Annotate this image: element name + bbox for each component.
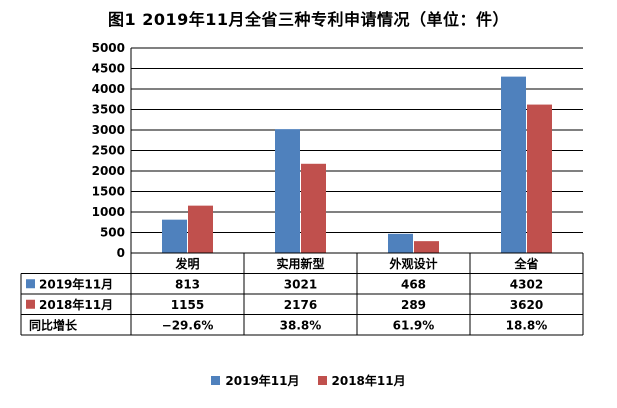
- table-cell-1-0: 1155: [171, 298, 204, 312]
- table-row-marker-1: [26, 299, 35, 309]
- bar-2018-0: [188, 205, 213, 253]
- legend: 2019年11月 2018年11月: [0, 372, 617, 389]
- y-tick-label-0: 0: [117, 246, 125, 260]
- table-cell-1-2: 289: [401, 298, 426, 312]
- y-tick-label-4500: 4500: [92, 62, 125, 76]
- bar-2019-2: [388, 233, 413, 253]
- chart-title: 图1 2019年11月全省三种专利申请情况（单位：件）: [107, 10, 509, 29]
- legend-item-2019: 2019年11月: [211, 372, 300, 389]
- y-tick-label-2000: 2000: [92, 164, 125, 178]
- y-tick-label-1500: 1500: [92, 185, 125, 199]
- table-cell-0-2: 468: [401, 277, 426, 291]
- bar-2018-2: [414, 241, 439, 253]
- bar-2019-3: [501, 76, 526, 253]
- table-cell-1-3: 3620: [510, 298, 543, 312]
- bar-2018-1: [301, 163, 326, 253]
- table-cell-2-1: 38.8%: [280, 318, 322, 332]
- bar-2019-1: [275, 129, 300, 253]
- table-row-label-0: 2019年11月: [39, 276, 113, 291]
- table-cell-0-1: 3021: [284, 277, 317, 291]
- category-label-3: 全省: [513, 256, 538, 271]
- bar-2018-3: [527, 104, 552, 253]
- table-cell-2-2: 61.9%: [393, 318, 435, 332]
- table-cell-2-0: −29.6%: [162, 318, 214, 332]
- y-tick-label-1000: 1000: [92, 205, 125, 219]
- category-label-2: 外观设计: [389, 256, 437, 271]
- legend-label-2018: 2018年11月: [331, 374, 406, 388]
- table-row-label-2: 同比增长: [29, 317, 78, 332]
- y-tick-label-5000: 5000: [92, 41, 125, 55]
- legend-label-2019: 2019年11月: [225, 374, 300, 388]
- table-cell-2-3: 18.8%: [506, 318, 548, 332]
- table-cell-0-3: 4302: [510, 277, 543, 291]
- table-cell-1-1: 2176: [284, 298, 317, 312]
- table-cell-0-0: 813: [175, 277, 200, 291]
- legend-item-2018: 2018年11月: [317, 372, 406, 389]
- category-label-0: 发明: [174, 256, 199, 271]
- table-row-label-1: 2018年11月: [39, 297, 113, 312]
- legend-swatch-2019: [211, 376, 221, 385]
- y-tick-label-2500: 2500: [92, 144, 125, 158]
- bar-2019-0: [162, 219, 187, 253]
- y-tick-label-4000: 4000: [92, 82, 125, 96]
- y-tick-label-3000: 3000: [92, 123, 125, 137]
- table-row-marker-0: [26, 279, 35, 289]
- y-tick-label-500: 500: [100, 226, 125, 240]
- category-label-1: 实用新型: [276, 256, 324, 271]
- legend-swatch-2018: [317, 376, 327, 385]
- y-tick-label-3500: 3500: [92, 103, 125, 117]
